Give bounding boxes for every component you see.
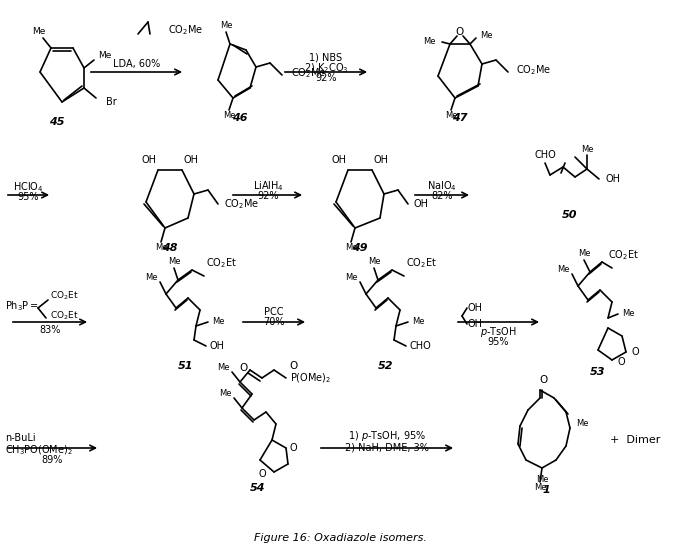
Text: Me: Me [368,258,380,266]
Text: OH: OH [414,199,429,209]
Text: $p$-TsOH: $p$-TsOH [479,325,516,339]
Text: $\mathsf{CO_2Me}$: $\mathsf{CO_2Me}$ [291,66,326,80]
Text: Me: Me [32,27,46,37]
Text: Me: Me [345,274,358,282]
Text: OH: OH [468,303,483,313]
Text: $\mathsf{CO_2Et}$: $\mathsf{CO_2Et}$ [50,310,79,322]
Text: 49: 49 [352,243,368,253]
Text: O: O [290,361,298,371]
Text: $\mathsf{CO_2Et}$: $\mathsf{CO_2Et}$ [206,256,237,270]
Text: 83%: 83% [39,325,61,335]
Text: 2) K$_2$CO$_3$: 2) K$_2$CO$_3$ [304,61,348,75]
Text: 52: 52 [378,361,394,371]
Text: O: O [456,27,464,37]
Text: Me: Me [212,318,225,327]
Text: $\mathsf{CO_2Et}$: $\mathsf{CO_2Et}$ [608,248,639,262]
Text: Me: Me [345,244,358,252]
Text: 53: 53 [590,367,606,377]
Text: Me: Me [223,111,235,121]
Text: 95%: 95% [17,192,39,202]
Text: $\mathsf{CO_2Me}$: $\mathsf{CO_2Me}$ [168,23,203,37]
Text: $\mathsf{CO_2Me}$: $\mathsf{CO_2Me}$ [516,63,551,77]
Text: Ph$_3$P$=$: Ph$_3$P$=$ [5,299,39,313]
Text: n-BuLi: n-BuLi [5,433,35,443]
Text: 47: 47 [452,113,468,123]
Text: OH: OH [331,155,346,165]
Text: CH$_3$PO(OMe)$_2$: CH$_3$PO(OMe)$_2$ [5,443,73,457]
Text: OH: OH [210,341,225,351]
Text: 48: 48 [162,243,178,253]
Text: Me: Me [558,265,570,275]
Text: Me: Me [219,389,232,399]
Text: O: O [617,357,624,367]
Text: 1) $p$-TsOH, 95%: 1) $p$-TsOH, 95% [348,429,426,443]
Text: LiAlH$_4$: LiAlH$_4$ [253,179,283,193]
Text: OH: OH [184,155,199,165]
Text: Me: Me [622,310,635,318]
Text: PCC: PCC [264,307,284,317]
Text: Me: Me [576,419,588,429]
Text: Me: Me [168,258,180,266]
Text: OH: OH [468,319,483,329]
Text: O: O [290,443,298,453]
Text: $\mathsf{CO_2Me}$: $\mathsf{CO_2Me}$ [224,197,259,211]
Text: $\mathsf{CO_2Et}$: $\mathsf{CO_2Et}$ [406,256,437,270]
Text: Figure 16: Oxadiazole isomers.: Figure 16: Oxadiazole isomers. [253,533,426,543]
Text: $\mathsf{CO_2Et}$: $\mathsf{CO_2Et}$ [50,290,79,302]
Text: 92%: 92% [315,73,336,83]
Text: NaIO$_4$: NaIO$_4$ [427,179,457,193]
Text: O: O [240,363,248,373]
Text: 82%: 82% [431,191,453,201]
Text: O: O [631,347,639,357]
Text: Me: Me [480,32,492,40]
Text: Br: Br [106,97,116,107]
Text: O: O [540,375,548,385]
Text: CHO: CHO [534,150,556,160]
Text: 54: 54 [250,483,266,493]
Text: O: O [258,469,266,479]
Text: 2) NaH, DME, 3%: 2) NaH, DME, 3% [345,443,429,453]
Text: Me: Me [424,38,436,46]
Text: OH: OH [374,155,389,165]
Text: 50: 50 [563,210,577,220]
Text: CHO: CHO [410,341,432,351]
Text: Me: Me [534,484,546,492]
Text: 92%: 92% [257,191,279,201]
Text: 1) NBS: 1) NBS [309,53,343,63]
Text: Me: Me [581,145,593,153]
Text: HClO$_4$: HClO$_4$ [13,180,44,194]
Text: 46: 46 [232,113,248,123]
Text: 70%: 70% [264,317,285,327]
Text: P(OMe)$_2$: P(OMe)$_2$ [290,371,331,385]
Text: Me: Me [445,111,457,121]
Text: OH: OH [141,155,156,165]
Text: 89%: 89% [42,455,63,465]
Text: Me: Me [536,476,548,484]
Text: 95%: 95% [487,337,509,347]
Text: 45: 45 [49,117,65,127]
Text: Me: Me [217,364,230,372]
Text: Me: Me [220,21,232,31]
Text: Me: Me [577,250,590,258]
Text: Me: Me [412,318,424,327]
Text: 1: 1 [542,485,550,495]
Text: Me: Me [98,51,112,61]
Text: Me: Me [146,274,158,282]
Text: LDA, 60%: LDA, 60% [113,59,161,69]
Text: +  Dimer: + Dimer [610,435,661,445]
Text: 51: 51 [178,361,194,371]
Text: Me: Me [155,244,168,252]
Text: OH: OH [605,174,620,184]
